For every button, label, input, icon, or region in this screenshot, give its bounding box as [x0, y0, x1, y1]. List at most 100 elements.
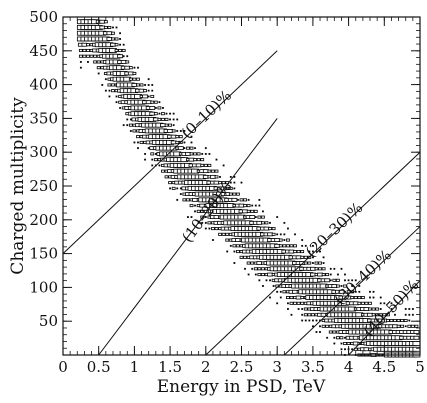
density-marker: [126, 118, 129, 121]
density-marker: [344, 279, 346, 282]
density-marker: [269, 279, 271, 282]
density-marker: [240, 181, 243, 184]
x-tick-label: 1.5: [158, 358, 182, 376]
density-marker: [278, 244, 283, 248]
density-marker: [279, 290, 282, 293]
density-marker: [254, 273, 257, 276]
density-marker: [147, 89, 150, 92]
density-marker: [269, 296, 271, 299]
density-marker: [286, 238, 290, 242]
centrality-boundary-line: [283, 226, 421, 356]
density-marker: [357, 296, 362, 300]
density-marker: [200, 158, 205, 162]
density-marker: [82, 54, 87, 58]
density-marker: [107, 25, 112, 29]
density-marker: [196, 152, 201, 156]
density-marker: [182, 198, 187, 202]
density-marker: [97, 72, 100, 75]
y-tick-label: 350: [29, 109, 58, 127]
density-marker: [136, 77, 140, 81]
density-marker: [326, 336, 329, 339]
density-marker: [117, 54, 124, 59]
density-marker: [107, 83, 112, 87]
density-marker: [86, 48, 90, 52]
density-marker: [108, 95, 111, 98]
density-marker: [311, 256, 314, 259]
density-marker: [264, 221, 269, 225]
density-marker: [111, 83, 115, 87]
density-marker: [329, 279, 332, 282]
density-marker: [261, 221, 265, 225]
density-marker: [271, 232, 276, 236]
axes: 0 0.5 1 1.5 2 2.5 3 3.5 4 4.5 5 50 100 150 200 250 300 35…: [29, 8, 424, 376]
density-marker: [258, 204, 261, 207]
density-marker: [151, 89, 154, 92]
density-marker: [119, 107, 122, 109]
density-marker: [233, 262, 236, 264]
density-marker: [204, 147, 207, 150]
density-marker: [321, 324, 326, 328]
density-marker: [324, 278, 331, 283]
density-marker: [211, 169, 215, 173]
density-marker: [115, 26, 118, 29]
density-marker: [228, 186, 233, 190]
density-marker: [158, 101, 161, 104]
density-marker: [203, 163, 208, 167]
density-marker: [258, 279, 261, 282]
density-marker: [171, 186, 176, 190]
density-marker: [221, 232, 226, 236]
density-marker: [154, 107, 157, 109]
density-marker: [276, 233, 279, 236]
density-marker: [231, 197, 238, 202]
density-marker: [204, 221, 207, 224]
density-marker: [276, 216, 279, 219]
density-marker: [211, 227, 215, 231]
density-marker: [79, 61, 82, 63]
density-marker: [243, 204, 247, 208]
density-marker: [176, 130, 179, 132]
density-marker: [333, 267, 336, 270]
density-marker: [257, 267, 262, 271]
density-marker: [269, 221, 271, 224]
density-marker: [301, 308, 304, 310]
density-marker: [137, 147, 139, 150]
density-marker: [153, 100, 158, 104]
density-marker: [344, 273, 346, 276]
density-marker: [408, 313, 411, 316]
density-marker: [360, 296, 365, 300]
density-marker: [87, 61, 89, 63]
density-marker: [329, 273, 332, 276]
density-marker: [96, 60, 101, 64]
density-marker: [393, 319, 397, 323]
centrality-boundary-line: [348, 280, 421, 356]
density-marker: [147, 78, 150, 81]
density-marker: [204, 227, 207, 230]
density-marker: [214, 227, 219, 231]
density-marker: [151, 84, 154, 86]
density-cloud: [76, 19, 421, 358]
density-marker: [253, 209, 258, 213]
density-marker: [319, 250, 321, 253]
density-marker: [111, 31, 115, 35]
density-marker: [236, 192, 240, 196]
density-marker: [169, 118, 172, 121]
density-marker: [301, 319, 304, 322]
density-marker: [177, 146, 184, 151]
density-marker: [151, 158, 154, 161]
density-marker: [339, 336, 344, 340]
density-marker: [404, 308, 407, 310]
density-marker: [158, 112, 161, 115]
density-marker: [257, 215, 262, 219]
density-marker: [333, 336, 336, 339]
density-marker: [176, 118, 179, 121]
density-marker: [168, 181, 173, 185]
density-marker: [307, 313, 312, 317]
density-marker: [93, 60, 98, 64]
density-marker: [301, 313, 304, 316]
x-tick-label: 3: [272, 358, 282, 376]
density-marker: [119, 43, 122, 46]
density-marker: [144, 158, 147, 161]
density-marker: [372, 290, 375, 293]
density-marker: [379, 308, 382, 310]
density-marker: [115, 101, 118, 104]
